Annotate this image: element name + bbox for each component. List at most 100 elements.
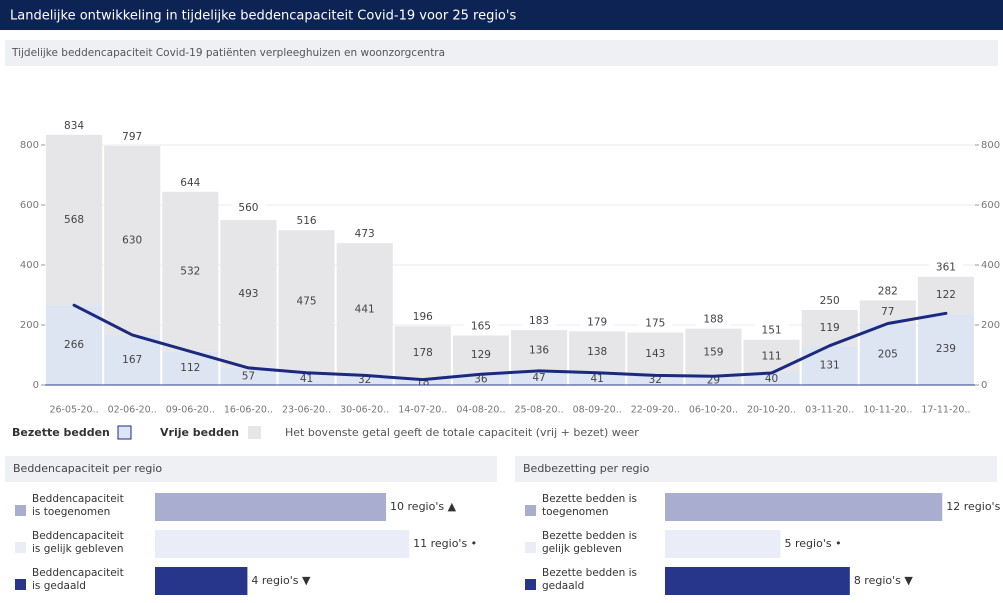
x-tick-label: 06-10-20.. [689, 405, 738, 416]
value-label: 57 [242, 370, 255, 382]
value-label: 41 [300, 373, 313, 385]
category-label: Bezette bedden is toegenomen [542, 493, 637, 518]
value-label: 12 regio's ▲ [946, 500, 1003, 513]
y-tick-label: 800 [20, 140, 39, 151]
total-label: 282 [878, 285, 898, 297]
subtitle-bar [5, 40, 998, 66]
y2-tick-label: 600 [981, 200, 1000, 211]
total-label-bg [173, 175, 208, 190]
legend-swatch [15, 579, 26, 590]
value-label: 112 [180, 362, 200, 374]
bar-segment [278, 372, 335, 385]
bar-segment [511, 330, 568, 371]
y-tick-label: 0 [33, 380, 39, 391]
category-label: Beddencapaciteit is gelijk gebleven [32, 530, 124, 555]
category-label-box: Beddencapaciteit is gedaald [32, 567, 124, 592]
value-label: 568 [64, 214, 84, 226]
bar-segment [162, 191, 219, 352]
legend-label: Bezette bedden [12, 426, 110, 439]
total-label-bg [405, 310, 440, 325]
category-label: Beddencapaciteit is toegenomen [32, 493, 124, 518]
panel-header [5, 456, 497, 482]
bar-segment [569, 372, 626, 385]
x-tick-label: 23-06-20.. [282, 405, 331, 416]
value-label: 131 [820, 359, 840, 371]
value-label: 143 [645, 348, 665, 360]
total-label: 183 [529, 315, 549, 327]
category-label-box: Beddencapaciteit is gelijk gebleven [32, 530, 124, 555]
value-label: 8 regio's ▼ [854, 574, 914, 587]
value-label: 11 regio's • [413, 537, 477, 550]
bar-segment [452, 335, 509, 375]
x-tick-label: 25-08-20.. [514, 405, 563, 416]
chart-title: Tijdelijke beddencapaciteit Covid-19 pat… [11, 47, 445, 59]
value-label: 10 regio's ▲ [390, 500, 457, 513]
total-label: 644 [180, 177, 200, 189]
bar-segment [220, 367, 277, 385]
value-label: 266 [64, 339, 84, 351]
bar [665, 530, 781, 558]
bar-segment [917, 276, 974, 314]
total-label-bg [638, 316, 673, 331]
total-label: 151 [762, 325, 782, 337]
total-label-bg [696, 312, 731, 327]
bar-segment [859, 300, 916, 324]
bar [155, 567, 248, 595]
total-label-bg [463, 319, 498, 334]
panel-header [515, 456, 997, 482]
total-label-bg [115, 129, 150, 144]
total-label-bg [928, 260, 963, 275]
x-tick-label: 17-11-20.. [921, 405, 970, 416]
total-label: 797 [122, 131, 142, 143]
total-label-bg [870, 284, 905, 299]
total-label: 188 [703, 314, 723, 326]
legend-swatch [525, 579, 536, 590]
header-bar [0, 0, 1003, 30]
bar [665, 567, 850, 595]
value-label: 167 [122, 354, 142, 366]
y-tick-label: 200 [20, 320, 39, 331]
x-tick-label: 10-11-20.. [863, 405, 912, 416]
x-tick-label: 20-10-20.. [747, 405, 796, 416]
value-label: 441 [355, 303, 375, 315]
bar-segment [394, 326, 451, 380]
total-label-bg [347, 227, 382, 242]
bar-segment [917, 313, 974, 385]
y2-tick-label: 800 [981, 140, 1000, 151]
value-label: 630 [122, 234, 142, 246]
value-label: 178 [413, 347, 433, 359]
value-label: 47 [532, 372, 545, 384]
bar-segment [220, 220, 277, 368]
category-label-box: Beddencapaciteit is toegenomen [32, 493, 124, 518]
total-label: 179 [587, 316, 607, 328]
value-label: 111 [762, 350, 782, 362]
bar [155, 493, 387, 521]
bar-segment [801, 345, 858, 385]
total-label: 473 [355, 228, 375, 240]
category-label-box: Bezette bedden is gedaald [542, 567, 637, 592]
x-tick-label: 30-06-20.. [340, 405, 389, 416]
value-label: 32 [358, 374, 371, 386]
x-tick-label: 03-11-20.. [805, 405, 854, 416]
header-title: Landelijke ontwikkeling in tijdelijke be… [10, 9, 516, 24]
legend-swatch [15, 542, 26, 553]
legend-swatch [117, 425, 132, 440]
total-label-bg [522, 314, 557, 329]
bar [665, 493, 943, 521]
bar-segment [394, 379, 451, 385]
value-label: 32 [649, 374, 662, 386]
category-label-box: Bezette bedden is gelijk gebleven [542, 530, 637, 555]
value-label: 77 [881, 306, 894, 318]
legend-swatch [15, 505, 26, 516]
y2-tick-label: 0 [981, 380, 987, 391]
x-tick-label: 02-06-20.. [108, 405, 157, 416]
category-label: Beddencapaciteit is gedaald [32, 567, 124, 592]
y2-tick-label: 200 [981, 320, 1000, 331]
bar-segment [685, 376, 742, 385]
value-label: 205 [878, 348, 898, 360]
x-tick-label: 26-05-20.. [49, 405, 98, 416]
bar-segment [511, 370, 568, 385]
bar-segment [743, 339, 800, 373]
bar-segment [46, 134, 103, 306]
x-tick-label: 08-09-20.. [573, 405, 622, 416]
